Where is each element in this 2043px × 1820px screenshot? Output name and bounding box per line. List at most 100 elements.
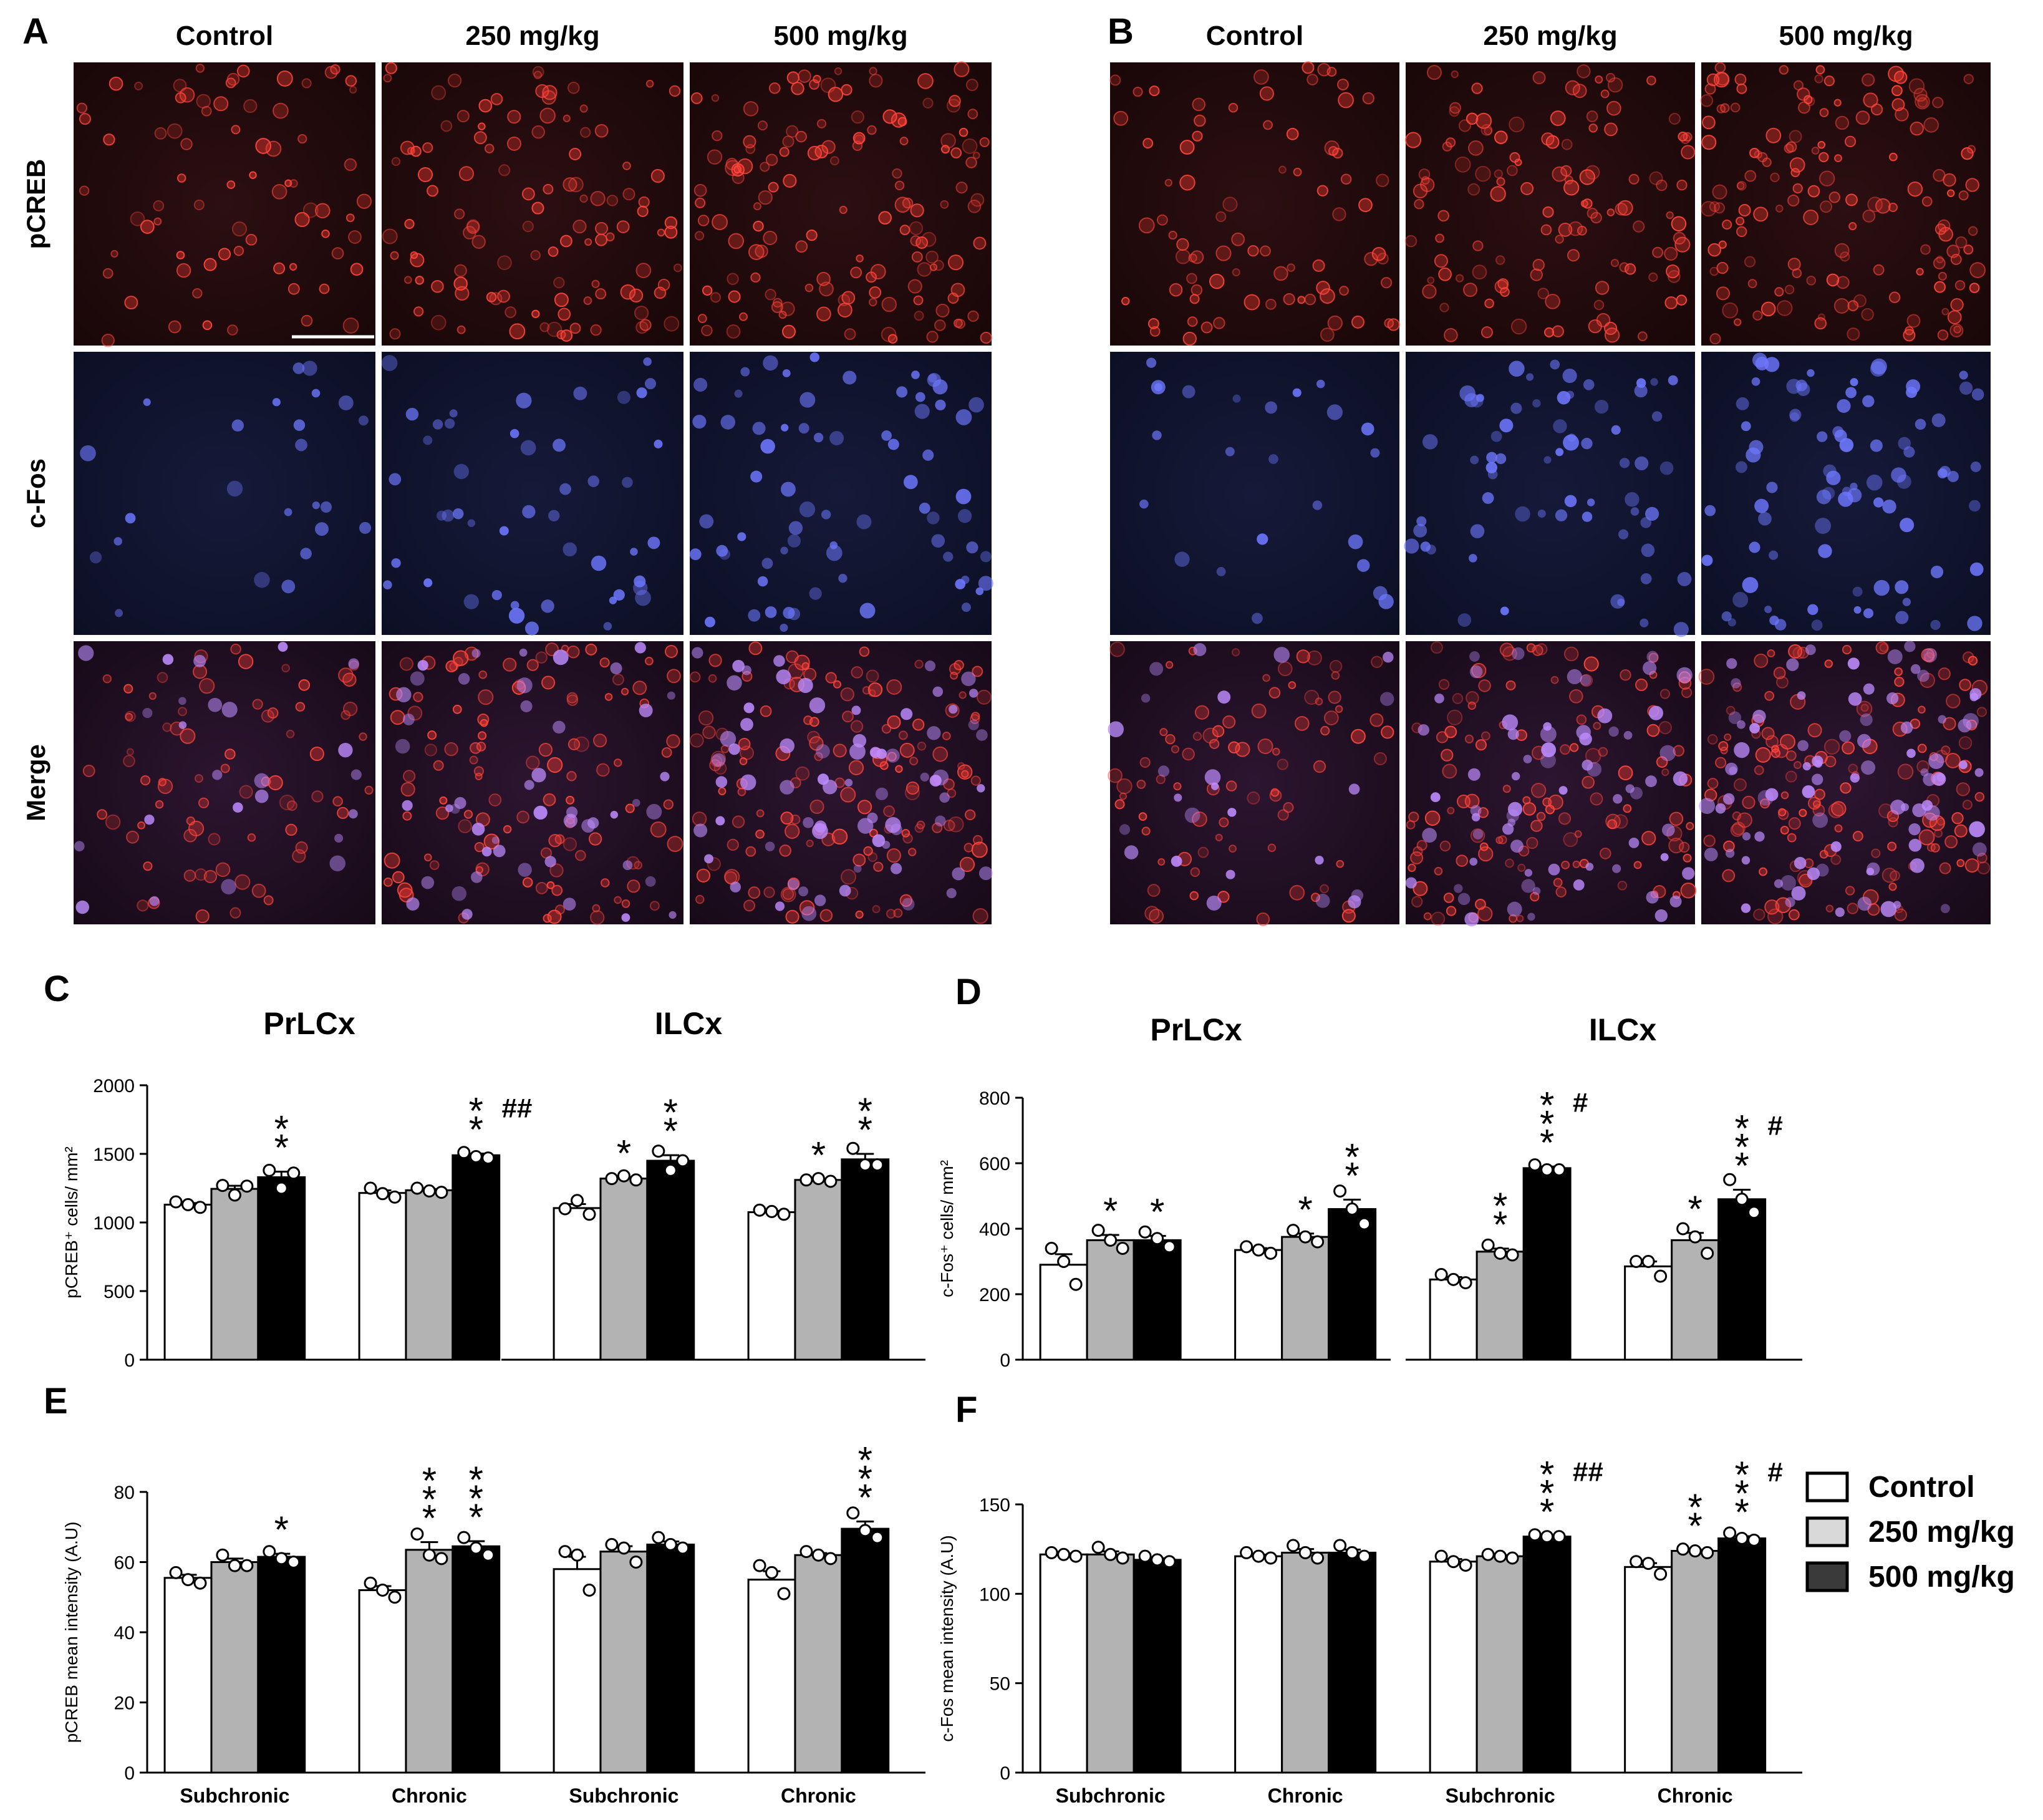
blue-cell <box>1630 507 1640 516</box>
red-cell <box>1149 908 1164 924</box>
micrograph-red <box>1404 62 1696 346</box>
blue-cell <box>1871 358 1887 375</box>
red-cell <box>1736 216 1745 226</box>
red-cell <box>1969 262 1986 278</box>
bar <box>646 1543 695 1774</box>
panel-letter: F <box>955 1390 977 1430</box>
red-cell <box>1509 152 1520 163</box>
red-cell <box>1637 331 1648 342</box>
red-cell <box>701 324 713 337</box>
red-cell <box>1164 178 1173 187</box>
blue-cell <box>508 607 525 624</box>
blue-cell <box>1182 385 1195 399</box>
red-cell <box>1722 219 1732 230</box>
blue-cell <box>978 866 993 881</box>
blue-cell <box>646 803 662 820</box>
blue-cell <box>869 747 881 758</box>
blue-cell <box>520 700 533 712</box>
red-cell <box>1678 131 1688 142</box>
blue-cell <box>1646 891 1659 904</box>
significance-star: * <box>1734 1454 1749 1496</box>
blue-cell <box>1797 691 1806 700</box>
red-cell <box>1543 327 1555 337</box>
red-cell <box>579 194 588 203</box>
red-cell <box>869 74 883 88</box>
blue-cell <box>1541 742 1557 758</box>
red-cell <box>238 654 254 669</box>
red-cell <box>1561 860 1570 869</box>
data-point <box>1345 1203 1359 1216</box>
red-cell <box>663 799 674 810</box>
red-cell <box>921 231 937 247</box>
red-cell <box>180 728 196 744</box>
red-cell <box>702 285 713 296</box>
bar <box>1476 1251 1525 1361</box>
bar <box>1133 1559 1182 1774</box>
data-point <box>1091 1541 1105 1554</box>
red-cell <box>480 719 488 727</box>
red-cell <box>563 114 571 122</box>
blue-cell <box>635 589 651 606</box>
data-point <box>1358 1217 1371 1231</box>
red-cell <box>1916 268 1924 276</box>
significance-star: * <box>858 1458 872 1499</box>
red-cell <box>79 185 90 196</box>
blue-cell <box>338 743 353 758</box>
blue-cell <box>1548 863 1560 876</box>
red-cell <box>1950 298 1964 312</box>
red-cell <box>821 140 836 154</box>
red-cell <box>1787 258 1801 271</box>
blue-cell <box>553 720 566 734</box>
red-cell <box>202 320 213 331</box>
significance-star: * <box>617 1133 631 1174</box>
red-cell <box>183 869 196 882</box>
red-cell <box>1873 264 1885 276</box>
blue-cell <box>1651 411 1663 422</box>
red-cell <box>1831 801 1847 816</box>
red-cell <box>1814 317 1827 330</box>
blue-cell <box>1512 647 1525 661</box>
red-cell <box>914 311 924 321</box>
blue-cell <box>716 545 728 557</box>
red-cell <box>894 196 911 213</box>
red-cell <box>1923 117 1939 133</box>
red-cell <box>1716 261 1729 274</box>
red-cell <box>1268 687 1281 699</box>
data-point <box>263 1163 276 1177</box>
red-cell <box>1297 296 1306 304</box>
bar <box>1281 1551 1330 1774</box>
blue-cell <box>761 558 773 569</box>
red-cell <box>137 899 149 912</box>
region-label: ILCx <box>1589 1012 1657 1047</box>
blue-cell <box>1611 425 1621 435</box>
blue-cell <box>1958 719 1972 733</box>
column-label: Control <box>1206 21 1303 51</box>
blue-cell <box>1422 828 1437 843</box>
blue-cell <box>300 548 312 559</box>
blue-cell <box>1619 458 1630 468</box>
blue-cell <box>417 660 428 671</box>
red-cell <box>1817 140 1826 149</box>
blue-cell <box>233 802 243 813</box>
red-cell <box>778 311 787 319</box>
red-cell <box>1965 178 1979 192</box>
red-cell <box>321 230 330 238</box>
blue-cell <box>1404 538 1419 554</box>
blue-cell <box>1315 893 1330 908</box>
bar <box>452 1545 501 1774</box>
red-cell <box>1908 78 1925 95</box>
red-cell <box>1288 681 1297 689</box>
significance-star: * <box>1540 1084 1554 1126</box>
red-cell <box>664 645 678 658</box>
red-cell <box>1894 667 1903 676</box>
red-cell <box>852 853 866 867</box>
data-point <box>753 1203 766 1217</box>
red-cell <box>1430 641 1443 654</box>
red-cell <box>1192 97 1206 112</box>
red-cell <box>851 666 863 679</box>
red-cell <box>943 778 955 790</box>
red-cell <box>1765 735 1779 748</box>
red-cell <box>1530 783 1547 798</box>
blue-cell <box>809 352 820 362</box>
blue-cell <box>1752 352 1767 368</box>
